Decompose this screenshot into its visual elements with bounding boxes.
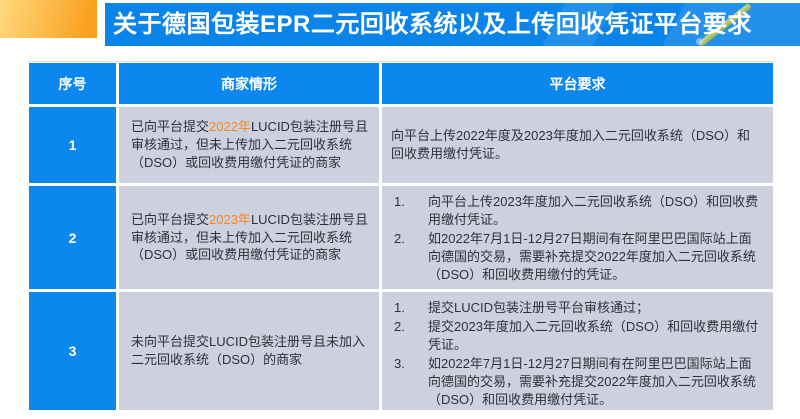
requirement-text: 提交2023年度加入二元回收系统（DSO）和回收费用缴付凭证。 [428,318,759,352]
pencil-dot [696,38,703,45]
list-marker: 1. [394,194,405,209]
platform-requirement-cell: 1. 提交LUCID包装注册号平台审核通过； 2. 提交2023年度加入二元回收… [382,292,773,410]
situation-text: 已向平台提交2022年LUCID包装注册号且审核通过，但未上传加入二元回收系统（… [131,119,368,170]
column-header-platform-requirement: 平台要求 [382,63,773,104]
requirement-text: 如2022年7月1日-12月27日期间有在阿里巴巴国际站上面向德国的交易，需要补… [428,355,756,407]
year-highlight: 2022年 [209,119,251,135]
accent-block [0,0,97,38]
page-title: 关于德国包装EPR二元回收系统以及上传回收凭证平台要求 [113,11,752,38]
platform-requirement-cell: 1. 向平台上传2023年度加入二元回收系统（DSO）和回收费用缴付凭证。 2.… [382,186,773,289]
row-number: 1 [29,107,116,183]
list-marker: 1. [394,300,405,315]
table-top-border [27,61,775,62]
situation-text: 已向平台提交2023年LUCID包装注册号且审核通过，但未上传加入二元回收系统（… [131,211,368,263]
merchant-situation-cell: 已向平台提交2022年LUCID包装注册号且审核通过，但未上传加入二元回收系统（… [119,107,379,183]
requirements-table: 序号 商家情形 平台要求 1 已向平台提交2022年LUCID包装注册号且审核通… [29,63,773,410]
row-number: 3 [29,292,116,410]
year-highlight: 2023年 [209,211,251,227]
list-marker: 2. [394,230,405,246]
requirement-text: 提交LUCID包装注册号平台审核通过； [428,300,650,315]
requirement-item: 2. 提交2023年度加入二元回收系统（DSO）和回收费用缴付凭证。 [388,318,759,354]
list-marker: 2. [394,318,405,334]
requirement-text: 如2022年7月1日-12月27日期间有在阿里巴巴国际站上面向德国的交易，需要补… [428,230,756,282]
requirement-item: 3. 如2022年7月1日-12月27日期间有在阿里巴巴国际站上面向德国的交易，… [388,355,759,409]
requirement-text: 向平台上传2022年度及2023年度加入二元回收系统（DSO）和回收费用缴付凭证… [391,128,751,161]
merchant-situation-cell: 未向平台提交LUCID包装注册号且未加入二元回收系统（DSO）的商家 [119,292,379,410]
title-banner: 关于德国包装EPR二元回收系统以及上传回收凭证平台要求 [105,3,800,46]
merchant-situation-cell: 已向平台提交2023年LUCID包装注册号且审核通过，但未上传加入二元回收系统（… [119,186,379,289]
requirement-item: 2. 如2022年7月1日-12月27日期间有在阿里巴巴国际站上面向德国的交易，… [388,230,759,284]
requirement-text: 向平台上传2023年度加入二元回收系统（DSO）和回收费用缴付凭证。 [428,194,759,227]
column-header-merchant-situation: 商家情形 [119,63,379,104]
requirement-item: 1. 向平台上传2023年度加入二元回收系统（DSO）和回收费用缴付凭证。 [388,193,759,229]
row-number: 2 [29,186,116,289]
list-marker: 3. [394,355,405,371]
column-header-index: 序号 [29,63,116,104]
requirement-item: 1. 提交LUCID包装注册号平台审核通过； [388,299,759,317]
platform-requirement-cell: 向平台上传2022年度及2023年度加入二元回收系统（DSO）和回收费用缴付凭证… [382,107,773,183]
situation-text: 未向平台提交LUCID包装注册号且未加入二元回收系统（DSO）的商家 [131,334,366,367]
